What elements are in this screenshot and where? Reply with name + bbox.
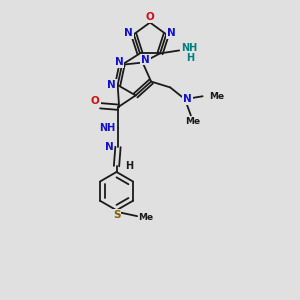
Text: Me: Me: [185, 117, 200, 126]
Text: O: O: [91, 96, 100, 106]
Text: S: S: [113, 210, 120, 220]
Text: N: N: [115, 57, 123, 67]
Text: NH: NH: [100, 123, 116, 133]
Text: NH: NH: [182, 43, 198, 52]
Text: Me: Me: [139, 213, 154, 222]
Text: O: O: [146, 12, 154, 22]
Text: H: H: [125, 161, 133, 171]
Text: Me: Me: [209, 92, 224, 101]
Text: H: H: [186, 53, 194, 63]
Text: N: N: [167, 28, 176, 38]
Text: N: N: [124, 28, 133, 38]
Text: N: N: [183, 94, 192, 104]
Text: N: N: [141, 55, 150, 64]
Text: N: N: [105, 142, 113, 152]
Text: N: N: [107, 80, 116, 90]
